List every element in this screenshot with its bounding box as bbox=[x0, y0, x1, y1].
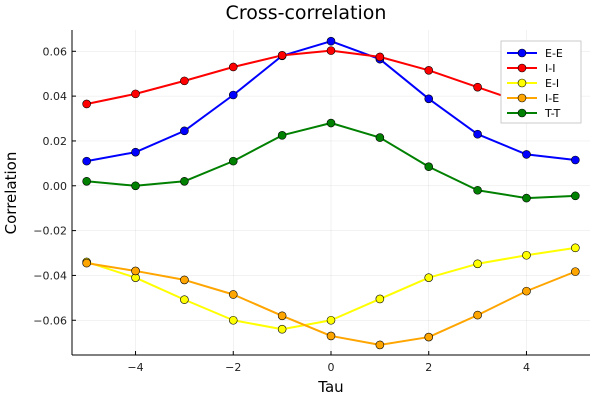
data-point-t-t bbox=[82, 176, 91, 186]
data-point-e-i bbox=[424, 273, 434, 282]
y-tick-label: 0.02 bbox=[43, 135, 68, 148]
y-tick-label: 0.00 bbox=[43, 180, 68, 193]
legend: E-E I-I E-I I-E T-T bbox=[500, 40, 582, 124]
data-point-i-e bbox=[277, 311, 287, 321]
data-point-e-i bbox=[228, 315, 238, 325]
data-point-i-i bbox=[228, 62, 238, 72]
axes bbox=[71, 30, 590, 356]
legend-label-e-e: E-E bbox=[545, 47, 563, 60]
data-point-i-i bbox=[424, 66, 434, 75]
data-point-e-e bbox=[82, 156, 91, 166]
data-point-i-i bbox=[375, 52, 385, 62]
legend-label-e-i: E-I bbox=[545, 77, 559, 90]
data-point-e-i bbox=[326, 315, 336, 325]
legend-marker-t-t bbox=[517, 108, 527, 118]
legend-marker-e-e bbox=[517, 48, 527, 58]
y-tick-label: −0.04 bbox=[33, 269, 67, 282]
data-point-i-e bbox=[82, 258, 91, 268]
data-point-t-t bbox=[424, 162, 434, 172]
data-point-t-t bbox=[326, 118, 336, 128]
data-point-e-i bbox=[571, 243, 580, 253]
data-point-i-i bbox=[131, 89, 140, 99]
data-point-e-i bbox=[473, 259, 482, 269]
data-point-e-i bbox=[522, 250, 531, 260]
legend-marker-e-i bbox=[517, 78, 527, 88]
data-point-t-t bbox=[473, 185, 482, 195]
data-point-t-t bbox=[277, 131, 287, 140]
series-lines bbox=[82, 36, 580, 350]
data-point-i-e bbox=[571, 267, 580, 276]
data-point-e-e bbox=[131, 147, 140, 157]
legend-item-e-e: E-E bbox=[507, 47, 563, 60]
legend-label-t-t: T-T bbox=[544, 107, 561, 120]
data-point-e-i bbox=[277, 324, 287, 334]
legend-marker-i-e bbox=[517, 93, 527, 103]
data-point-i-e bbox=[522, 286, 531, 296]
x-tick-label: 0 bbox=[328, 361, 335, 374]
y-tick-label: 0.04 bbox=[43, 90, 68, 103]
legend-marker-i-i bbox=[517, 63, 527, 73]
data-point-t-t bbox=[571, 191, 580, 201]
x-axis-title: Tau bbox=[317, 378, 343, 396]
data-point-e-e bbox=[326, 36, 336, 46]
legend-item-t-t: T-T bbox=[507, 107, 561, 120]
data-point-e-e bbox=[424, 94, 434, 104]
data-point-t-t bbox=[375, 133, 385, 142]
data-point-e-i bbox=[375, 294, 385, 304]
x-tick-label: 4 bbox=[523, 361, 530, 374]
data-point-e-i bbox=[180, 295, 189, 304]
series-t-t bbox=[82, 118, 580, 203]
data-point-i-e bbox=[375, 340, 385, 350]
data-point-i-i bbox=[277, 51, 287, 60]
data-point-i-e bbox=[180, 275, 189, 285]
tick-labels: −4 −2 0 2 4 −0.06 −0.04 −0.02 0.00 0.02 0.04 0.06 bbox=[33, 45, 530, 374]
legend-item-i-i: I-I bbox=[507, 62, 555, 75]
data-point-e-e bbox=[180, 126, 189, 136]
legend-label-i-i: I-I bbox=[545, 62, 555, 75]
series-i-e bbox=[82, 258, 580, 350]
data-point-i-e bbox=[326, 331, 336, 341]
data-point-i-e bbox=[424, 332, 434, 342]
data-point-i-i bbox=[473, 82, 482, 92]
data-point-e-e bbox=[473, 129, 482, 139]
y-tick-label: −0.02 bbox=[33, 225, 67, 238]
data-point-i-i bbox=[326, 46, 336, 55]
data-point-t-t bbox=[522, 193, 531, 203]
y-tick-label: −0.06 bbox=[33, 314, 67, 327]
x-tick-label: 2 bbox=[425, 361, 432, 374]
data-point-i-e bbox=[131, 266, 140, 276]
series-e-i bbox=[82, 243, 580, 334]
data-point-t-t bbox=[228, 156, 238, 166]
data-point-i-i bbox=[180, 76, 189, 86]
data-point-t-t bbox=[131, 181, 140, 191]
data-point-i-e bbox=[473, 310, 482, 320]
data-point-t-t bbox=[180, 176, 189, 186]
legend-item-e-i: E-I bbox=[507, 77, 559, 90]
chart-title: Cross-correlation bbox=[226, 2, 387, 24]
data-point-i-e bbox=[228, 290, 238, 299]
x-tick-label: −2 bbox=[225, 361, 241, 374]
data-point-i-i bbox=[82, 99, 91, 109]
data-point-e-e bbox=[522, 150, 531, 159]
legend-label-i-e: I-E bbox=[545, 92, 559, 105]
legend-item-i-e: I-E bbox=[507, 92, 559, 105]
y-axis-title: Correlation bbox=[2, 152, 20, 235]
data-point-e-e bbox=[228, 90, 238, 100]
data-point-e-e bbox=[571, 155, 580, 165]
y-tick-label: 0.06 bbox=[43, 45, 68, 58]
x-tick-label: −4 bbox=[127, 361, 143, 374]
